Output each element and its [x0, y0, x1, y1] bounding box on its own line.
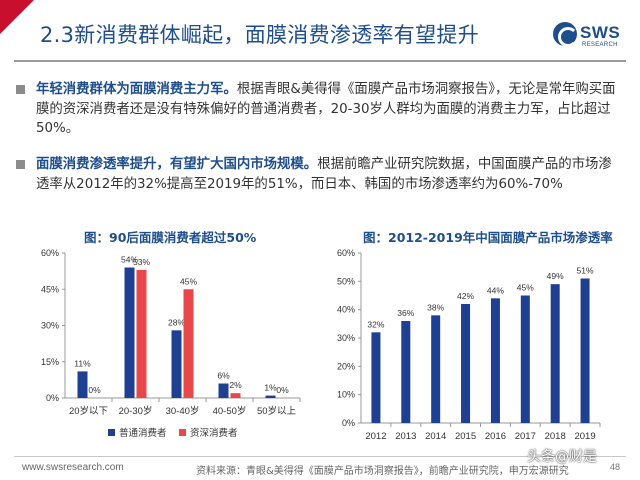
- bar: [520, 295, 530, 423]
- logo-text: SWS: [580, 23, 621, 42]
- chart-title-age: 图：90后面膜消费者超过50%: [84, 230, 257, 245]
- x-tick-label: 2012: [365, 431, 386, 442]
- data-label: 36%: [397, 308, 414, 318]
- bullet-lead: 年轻消费群体为面膜消费主力军。: [36, 82, 237, 97]
- footer-source: 资料来源：青眼&美得得《面膜产品市场洞察报告》，前瞻产业研究院，申万宏源研究: [196, 466, 569, 477]
- bullet-text: 根据前瞻产业研究院数据，中国面膜产品的市场渗透率从2012年的32%提高至201…: [36, 157, 612, 192]
- bar: [371, 332, 381, 423]
- data-label: 6%: [217, 371, 230, 381]
- data-label: 0%: [88, 385, 101, 395]
- data-label: 42%: [457, 291, 474, 301]
- legend-swatch: [179, 429, 186, 436]
- y-tick-label: 30%: [337, 333, 355, 343]
- bar: [461, 304, 471, 423]
- x-tick-label: 20岁以下: [69, 405, 108, 417]
- x-tick-label: 2018: [545, 431, 566, 442]
- bar: [218, 383, 229, 398]
- data-label: 54%: [121, 255, 138, 265]
- y-tick-label: 40%: [337, 305, 355, 315]
- bar: [124, 267, 135, 398]
- data-label: 44%: [487, 285, 504, 295]
- x-tick-label: 2015: [455, 431, 476, 442]
- y-tick-label: 50%: [337, 276, 355, 286]
- data-label: 2%: [229, 380, 242, 390]
- y-tick-label: 60%: [337, 248, 355, 258]
- data-label: 0%: [276, 385, 289, 395]
- bar: [265, 395, 276, 398]
- data-label: 53%: [133, 257, 150, 267]
- watermark: 头条@财是: [527, 449, 597, 465]
- bullet-text: 根据青眼&美得得《面膜产品市场洞察报告》，无论是常年购买面膜的资深消费者还是没有…: [36, 82, 616, 137]
- company-logo: SWS RESEARCH: [553, 20, 631, 54]
- x-tick-label: 40-50岁: [213, 405, 247, 417]
- data-label: 51%: [577, 266, 594, 276]
- bullet-square-icon: [16, 160, 25, 169]
- bar: [171, 330, 182, 398]
- legend-swatch: [108, 429, 115, 436]
- bullet-square-icon: [16, 85, 25, 94]
- y-tick-label: 20%: [337, 361, 355, 371]
- bullet-lead: 面膜消费渗透率提升，有望扩大国内市场规模。: [36, 157, 318, 172]
- data-label: 11%: [74, 358, 91, 368]
- y-tick-label: 45%: [41, 284, 59, 294]
- y-tick-label: 15%: [41, 357, 59, 367]
- data-label: 38%: [427, 302, 444, 312]
- bullet-point: 面膜消费渗透率提升，有望扩大国内市场规模。根据前瞻产业研究院数据，中国面膜产品的…: [16, 155, 616, 194]
- logo-subtext: RESEARCH: [582, 42, 618, 48]
- page-title: 2.3新消费群体崛起，面膜消费渗透率有望提升: [40, 23, 479, 47]
- data-label: 45%: [517, 283, 534, 293]
- bar: [230, 393, 241, 398]
- legend-label: 普通消费者: [119, 427, 167, 439]
- data-label: 32%: [367, 319, 384, 329]
- x-tick-label: 20-30岁: [119, 405, 153, 417]
- x-tick-label: 2019: [574, 431, 595, 442]
- bar: [183, 289, 194, 398]
- y-tick-label: 0%: [46, 393, 59, 403]
- y-tick-label: 60%: [41, 248, 59, 258]
- data-label: 45%: [180, 276, 197, 286]
- bar: [431, 315, 441, 423]
- data-label: 49%: [547, 271, 564, 281]
- bar: [550, 284, 560, 423]
- bar: [77, 371, 88, 398]
- y-tick-label: 0%: [342, 418, 355, 428]
- legend-label: 资深消费者: [190, 427, 238, 439]
- data-label: 1%: [264, 383, 277, 393]
- x-tick-label: 2013: [395, 431, 416, 442]
- bar: [490, 298, 500, 423]
- logo-mark-icon: [553, 22, 578, 47]
- footer-divider: [14, 456, 626, 457]
- data-label: 28%: [168, 317, 185, 327]
- bullet-point: 年轻消费群体为面膜消费主力军。根据青眼&美得得《面膜产品市场洞察报告》，无论是常…: [16, 80, 616, 139]
- chart-title-penetration: 图：2012-2019年中国面膜产品市场渗透率: [363, 230, 613, 245]
- corner-accent: [0, 0, 34, 34]
- page-number: 48: [610, 462, 621, 472]
- x-tick-label: 2014: [425, 431, 446, 442]
- y-tick-label: 30%: [41, 321, 59, 331]
- x-tick-label: 2016: [485, 431, 506, 442]
- bar: [580, 278, 590, 423]
- x-tick-label: 2017: [515, 431, 536, 442]
- bar: [136, 269, 147, 398]
- title-divider: [14, 60, 626, 62]
- bar: [401, 321, 411, 423]
- x-tick-label: 30-40岁: [166, 405, 200, 417]
- footer-url[interactable]: www.swsresearch.com: [22, 462, 124, 473]
- y-tick-label: 10%: [337, 390, 355, 400]
- x-tick-label: 50岁以上: [257, 405, 297, 417]
